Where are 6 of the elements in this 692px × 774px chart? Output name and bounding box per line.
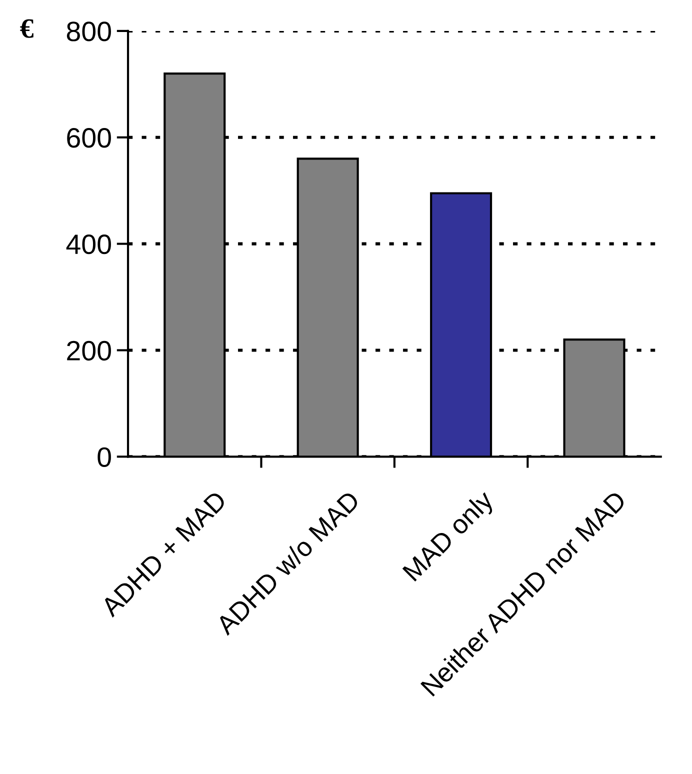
y-tick-label: 400	[66, 234, 111, 254]
y-tick-label: 0	[98, 447, 111, 467]
y-axis-title: €	[20, 19, 34, 38]
y-tick-label: 200	[67, 340, 111, 361]
y-tick-label: 800	[66, 22, 111, 42]
y-tick-label: 600	[67, 128, 111, 148]
